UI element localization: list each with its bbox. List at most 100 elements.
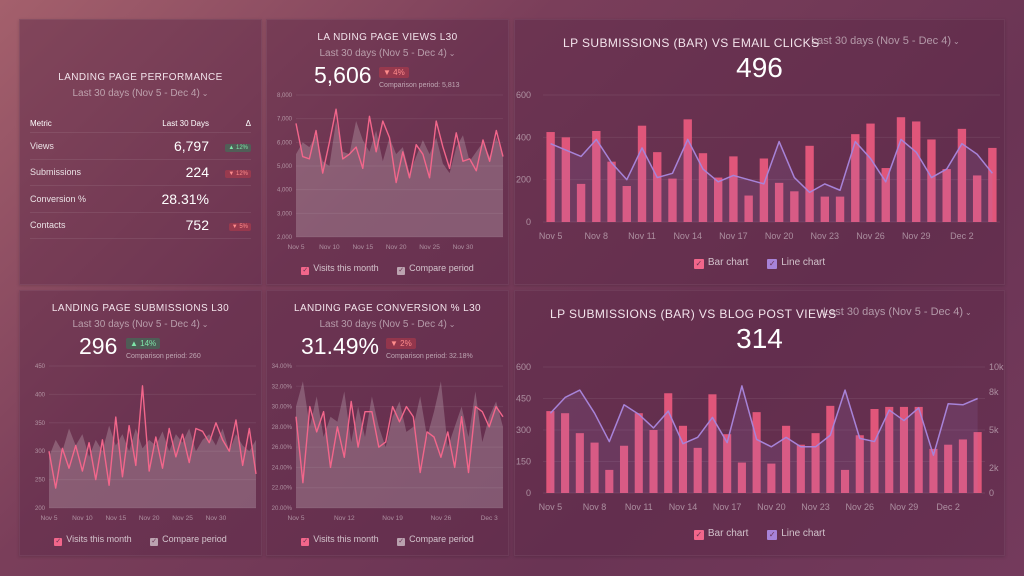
x-tick-label: Nov 25 bbox=[172, 515, 193, 522]
y-tick-label: 400 bbox=[516, 132, 531, 142]
y-tick-label: 200 bbox=[516, 175, 531, 185]
bar bbox=[619, 445, 629, 493]
x-tick-label: Nov 26 bbox=[846, 502, 875, 512]
x-tick-label: Nov 23 bbox=[801, 502, 830, 512]
x-tick-label: Nov 29 bbox=[890, 502, 919, 512]
x-tick-label: Nov 14 bbox=[669, 502, 698, 512]
x-tick-label: Nov 11 bbox=[625, 502, 653, 512]
submissions-title: LANDING PAGE SUBMISSIONS L30 bbox=[51, 303, 230, 314]
table-row: Submissions 224 ▼ 12% bbox=[30, 160, 251, 186]
views-comparison: Comparison period: 5,813 bbox=[379, 82, 460, 89]
x-tick-label: Dec 3 bbox=[481, 515, 498, 522]
bar bbox=[942, 169, 951, 222]
performance-range[interactable]: Last 30 days (Nov 5 - Dec 4) ⌄ bbox=[72, 88, 209, 99]
check-icon: ✓ bbox=[54, 538, 63, 546]
legend-compare[interactable]: ✓ Compare period bbox=[397, 263, 474, 275]
chevron-down-icon[interactable]: ⌄ bbox=[965, 308, 972, 317]
legend-visits[interactable]: ✓ Visits this month bbox=[301, 263, 379, 275]
bar bbox=[546, 132, 555, 222]
legend-visits[interactable]: ✓ Visits this month bbox=[54, 534, 132, 546]
bar bbox=[811, 433, 820, 493]
x-tick-label: Nov 30 bbox=[453, 244, 474, 251]
bar bbox=[653, 152, 662, 222]
chevron-down-icon[interactable]: ⌄ bbox=[953, 37, 960, 46]
bar bbox=[944, 444, 953, 493]
views-title: LA NDING PAGE VIEWS L30 bbox=[317, 32, 458, 43]
header-period: Last 30 Days bbox=[162, 119, 209, 128]
y-tick-label: 6,000 bbox=[277, 140, 293, 146]
legend-visits[interactable]: ✓ Visits this month bbox=[301, 534, 379, 546]
views-range[interactable]: Last 30 days (Nov 5 - Dec 4) ⌄ bbox=[319, 48, 456, 59]
bar bbox=[664, 393, 673, 493]
blog-range[interactable]: Last 30 days (Nov 5 - Dec 4) ⌄ bbox=[823, 306, 972, 318]
delta-badge: ▼ 5% bbox=[228, 223, 251, 232]
views-legend: ✓ Visits this month ✓ Compare period bbox=[267, 263, 508, 275]
bar bbox=[840, 469, 850, 493]
x-tick-label: Nov 20 bbox=[139, 515, 160, 522]
header-metric: Metric bbox=[30, 119, 52, 128]
y-tick-label: 450 bbox=[35, 364, 46, 370]
y-tick-label: 20.00% bbox=[272, 506, 293, 512]
check-icon: ✓ bbox=[150, 538, 159, 546]
bar bbox=[561, 413, 570, 493]
compare-area bbox=[296, 121, 503, 237]
email-range[interactable]: Last 30 days (Nov 5 - Dec 4) ⌄ bbox=[811, 35, 960, 47]
x-tick-label: Nov 15 bbox=[352, 244, 373, 251]
bar bbox=[855, 435, 864, 493]
bar bbox=[973, 432, 982, 493]
x-tick-label: Nov 5 bbox=[288, 244, 305, 251]
conversion-range[interactable]: Last 30 days (Nov 5 - Dec 4) ⌄ bbox=[319, 319, 456, 330]
x-tick-label: Nov 29 bbox=[902, 231, 931, 241]
x-tick-label: Nov 15 bbox=[105, 515, 126, 522]
bar bbox=[866, 123, 875, 222]
bar bbox=[605, 469, 614, 493]
submissions-kpi: 296 bbox=[79, 333, 118, 359]
legend-compare[interactable]: ✓ Compare period bbox=[150, 534, 227, 546]
x-tick-label: Nov 19 bbox=[382, 515, 403, 522]
y-tick-label: 34.00% bbox=[272, 364, 293, 370]
y-tick-label: 2,000 bbox=[277, 235, 293, 241]
check-icon: ✓ bbox=[397, 267, 406, 275]
y-tick-label: 250 bbox=[35, 478, 46, 484]
bar bbox=[683, 119, 692, 222]
bar bbox=[914, 406, 923, 493]
chevron-down-icon[interactable]: ⌄ bbox=[448, 49, 456, 58]
blog-panel: LP SUBMISSIONS (BAR) VS BLOG POST VIEWS … bbox=[514, 290, 1005, 556]
x-tick-label: Nov 5 bbox=[539, 231, 563, 241]
email-title: LP SUBMISSIONS (BAR) VS EMAIL CLICKS bbox=[563, 36, 820, 50]
metric-name: Views bbox=[30, 140, 54, 151]
legend-line[interactable]: ✓ Line chart bbox=[767, 528, 826, 540]
legend-line[interactable]: ✓ Line chart bbox=[767, 257, 826, 269]
submissions-comparison: Comparison period: 260 bbox=[126, 353, 201, 360]
bar bbox=[737, 462, 746, 493]
views-chart: 2,000 3,000 4,000 5,000 6,000 7,000 8,000 Nov 5… bbox=[277, 93, 504, 251]
bar bbox=[912, 121, 921, 222]
bar bbox=[796, 444, 805, 493]
table-header: Metric Last 30 Days Δ bbox=[30, 115, 251, 133]
check-icon: ✓ bbox=[301, 538, 310, 546]
y-tick-label: 450 bbox=[516, 394, 531, 404]
email-kpi: 496 bbox=[736, 52, 783, 83]
bar bbox=[708, 394, 717, 493]
conversion-panel: LANDING PAGE CONVERSION % L30 Last 30 da… bbox=[266, 290, 509, 556]
chevron-down-icon[interactable]: ⌄ bbox=[201, 89, 209, 98]
submissions-legend: ✓ Visits this month ✓ Compare period bbox=[20, 534, 261, 546]
x-tick-label: Nov 14 bbox=[673, 231, 702, 241]
legend-bar[interactable]: ✓ Bar chart bbox=[693, 257, 749, 269]
conversion-badge: ▼ 2% bbox=[386, 338, 416, 349]
legend-compare[interactable]: ✓ Compare period bbox=[397, 534, 474, 546]
submissions-badge: ▲ 14% bbox=[126, 338, 161, 349]
y-tick-label: 5,000 bbox=[277, 164, 293, 170]
bar bbox=[870, 409, 879, 493]
check-icon: ✓ bbox=[693, 530, 704, 540]
legend-bar[interactable]: ✓ Bar chart bbox=[693, 528, 749, 540]
bar bbox=[782, 425, 791, 493]
bar bbox=[774, 182, 784, 222]
bar bbox=[622, 186, 631, 222]
submissions-range[interactable]: Last 30 days (Nov 5 - Dec 4) ⌄ bbox=[72, 319, 209, 330]
bar bbox=[723, 434, 732, 493]
y-tick-label: 300 bbox=[35, 449, 46, 455]
bar bbox=[759, 158, 769, 222]
chevron-down-icon[interactable]: ⌄ bbox=[448, 320, 456, 329]
chevron-down-icon[interactable]: ⌄ bbox=[201, 320, 209, 329]
